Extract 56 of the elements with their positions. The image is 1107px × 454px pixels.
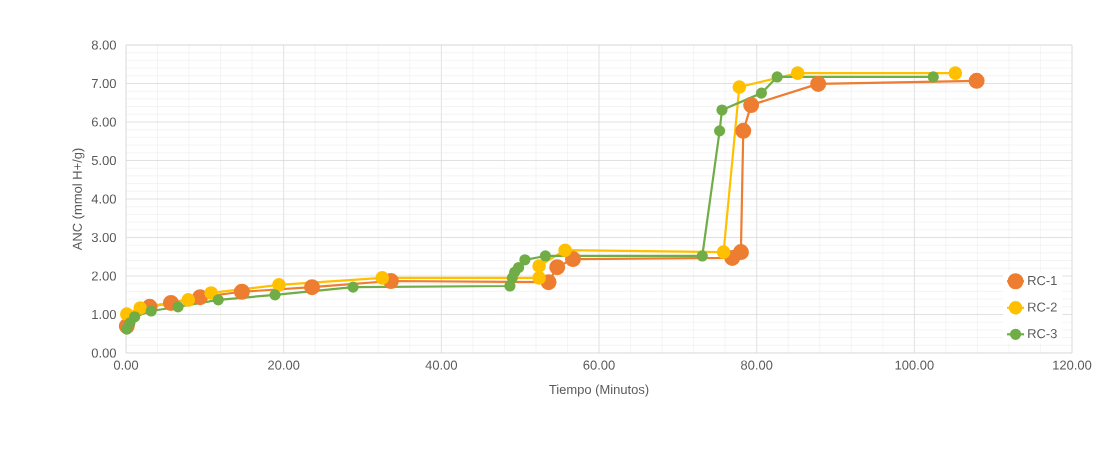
point	[755, 87, 768, 99]
point	[927, 71, 939, 83]
point	[129, 311, 141, 323]
point	[181, 293, 196, 307]
point	[968, 72, 985, 89]
x-tick-label: 120.00	[1053, 360, 1092, 370]
x-axis-title: Tiempo (Minutos)	[549, 384, 649, 397]
point	[790, 66, 805, 80]
y-tick-label: 6.00	[91, 117, 116, 127]
point	[716, 104, 728, 116]
x-tick-label: 60.00	[583, 360, 615, 370]
point	[549, 259, 566, 276]
y-tick-label: 5.00	[91, 155, 116, 166]
point	[532, 259, 546, 273]
point	[539, 250, 551, 262]
y-tick-label: 7.00	[91, 78, 116, 89]
point	[172, 301, 184, 313]
point	[714, 125, 726, 137]
legend-label: RC-2	[1028, 302, 1057, 312]
point	[771, 71, 783, 83]
point	[133, 301, 147, 315]
y-tick-label: 1.00	[92, 309, 116, 320]
y-tick-label: 0.00	[91, 348, 116, 358]
x-tick-label: 100.00	[895, 360, 934, 370]
legend-label: RC-3	[1028, 329, 1057, 339]
point	[204, 286, 218, 300]
x-tick-label: 0.00	[113, 360, 139, 370]
point	[732, 80, 747, 94]
point	[532, 271, 546, 285]
y-tick-label: 4.00	[91, 194, 116, 204]
point	[558, 243, 572, 257]
point	[269, 289, 281, 301]
point	[696, 250, 708, 262]
y-tick-label: 8.00	[91, 40, 116, 50]
point	[304, 279, 321, 296]
point	[716, 245, 731, 259]
y-tick-label: 2.00	[91, 271, 116, 281]
point	[272, 278, 286, 292]
point	[212, 294, 224, 306]
point	[519, 254, 531, 266]
y-axis-title: ANC (mmol H+/g)	[72, 148, 85, 251]
legend-label: RC-1	[1028, 275, 1057, 286]
y-tick-label: 3.00	[91, 232, 116, 243]
point	[732, 244, 749, 261]
point	[948, 66, 963, 80]
point	[735, 122, 752, 139]
point	[347, 281, 359, 293]
point	[810, 75, 827, 92]
x-tick-label: 20.00	[268, 360, 300, 370]
x-tick-label: 80.00	[741, 360, 773, 370]
x-tick-label: 40.00	[425, 360, 458, 370]
point	[233, 283, 250, 300]
point	[375, 271, 390, 285]
point	[743, 97, 760, 114]
point	[513, 261, 525, 274]
point	[564, 251, 581, 268]
